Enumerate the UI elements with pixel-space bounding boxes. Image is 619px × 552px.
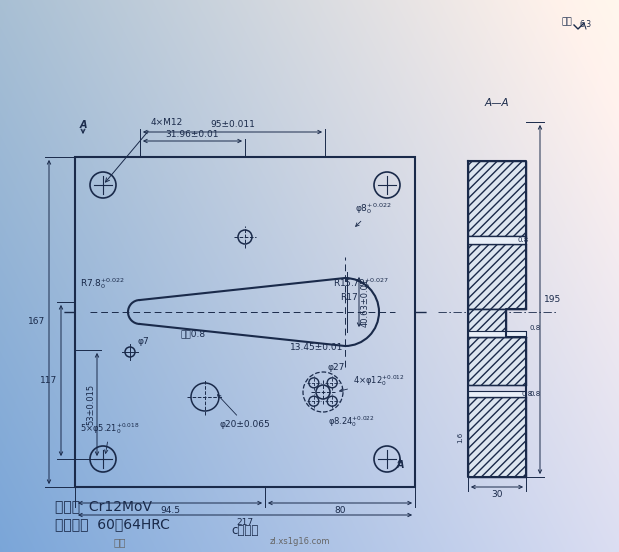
Text: 5×φ5.21$^{+0.018}_{0}$: 5×φ5.21$^{+0.018}_{0}$	[80, 422, 139, 453]
Text: zl.xs1g16.com: zl.xs1g16.com	[270, 538, 331, 546]
Text: A: A	[396, 460, 404, 470]
Text: 0.8: 0.8	[529, 325, 540, 331]
Text: 6.3: 6.3	[580, 20, 592, 29]
Bar	[468, 391, 526, 397]
Bar	[468, 331, 526, 337]
Text: 4×φ12$^{+0.012}_{0}$: 4×φ12$^{+0.012}_{0}$	[340, 374, 405, 392]
Text: 95±0.011: 95±0.011	[210, 120, 255, 129]
Text: 167: 167	[28, 317, 45, 326]
Bar	[468, 397, 526, 477]
Text: R17: R17	[340, 293, 358, 301]
Text: 0.8: 0.8	[521, 391, 532, 397]
Text: φ27: φ27	[328, 364, 345, 373]
Text: 4×M12: 4×M12	[151, 118, 183, 127]
Text: 0.8: 0.8	[529, 391, 540, 397]
Text: 40.63±0.01: 40.63±0.01	[361, 278, 370, 327]
Text: 0.8: 0.8	[518, 237, 529, 243]
Bar	[468, 161, 526, 236]
Text: 31.96±0.01: 31.96±0.01	[166, 130, 219, 139]
Text: A—A: A—A	[485, 98, 509, 108]
Text: φ8$^{+0.022}_{0}$: φ8$^{+0.022}_{0}$	[355, 201, 391, 226]
Text: 217: 217	[236, 518, 254, 527]
Text: 53±0.015: 53±0.015	[86, 384, 95, 425]
Bar	[468, 244, 526, 309]
Text: 30: 30	[491, 490, 503, 499]
Bar	[468, 236, 526, 244]
Text: 1.6: 1.6	[457, 431, 463, 443]
Text: 其余: 其余	[561, 18, 572, 26]
Text: A: A	[79, 120, 87, 130]
Text: φ20±0.065: φ20±0.065	[217, 395, 271, 429]
Text: 13.45±0.01: 13.45±0.01	[290, 342, 344, 352]
Text: 头条: 头条	[114, 537, 126, 547]
Text: R15.79$^{+0.027}_{0}$: R15.79$^{+0.027}_{0}$	[333, 277, 389, 291]
Text: 195: 195	[544, 295, 561, 304]
Text: φ8.24$^{+0.022}_{0}$: φ8.24$^{+0.022}_{0}$	[328, 415, 375, 429]
Text: 材料：  Cr12MoV: 材料： Cr12MoV	[55, 499, 152, 513]
Text: c）凹模: c）凹模	[232, 524, 259, 538]
Bar	[75, 157, 415, 487]
Text: φ7: φ7	[138, 337, 150, 347]
Text: 94.5: 94.5	[160, 506, 180, 515]
Text: 80: 80	[334, 506, 346, 515]
Bar	[468, 337, 526, 385]
Text: R7.8$^{+0.022}_{0}$: R7.8$^{+0.022}_{0}$	[80, 277, 125, 291]
Text: 117: 117	[40, 376, 57, 385]
Text: 热处理：  60～64HRC: 热处理： 60～64HRC	[55, 517, 170, 531]
Text: 圆周0.8: 圆周0.8	[180, 330, 206, 338]
Bar	[468, 309, 506, 337]
